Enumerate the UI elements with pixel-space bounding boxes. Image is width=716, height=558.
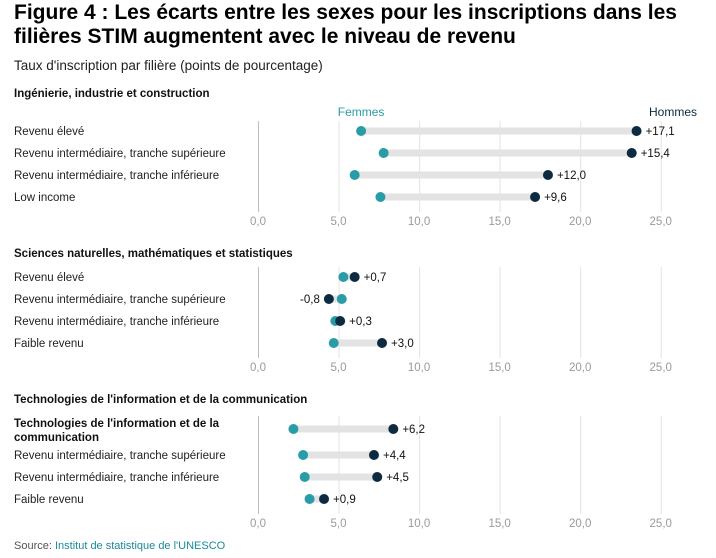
source-label: Source: [14,540,52,552]
panel-title: Technologies de l'information et de la c… [14,394,307,406]
gap-label: +0,9 [333,494,356,506]
men-dot [542,170,553,180]
legend-women-label: Femmes [338,105,385,119]
x-tick-label: 15,0 [488,216,510,228]
women-dot [349,170,360,180]
gap-label: +4,5 [386,472,409,484]
x-tick-label: 15,0 [488,518,510,530]
x-tick-label: 0,0 [250,518,266,530]
men-dot [335,316,346,326]
page-title: Figure 4 : Les écarts entre les sexes po… [14,1,677,48]
men-dot [631,126,642,136]
women-dot [378,148,389,158]
women-dot [338,272,349,282]
row-label: Revenu élevé [14,126,84,138]
row-label: Revenu intermédiaire, tranche inférieure [14,472,219,484]
row-label: Faible revenu [14,494,84,506]
source-link[interactable]: Institut de statistique de l'UNESCO [54,540,226,552]
gap-label: +3,0 [391,338,414,350]
x-tick-label: 25,0 [650,216,672,228]
x-tick-label: 10,0 [408,518,430,530]
row-label: Revenu intermédiaire, tranche inférieure [14,170,219,182]
x-tick-label: 15,0 [488,362,510,374]
x-tick-label: 25,0 [650,362,672,374]
men-dot [368,450,379,460]
row-label: Faible revenu [14,338,84,350]
legend-men-label: Hommes [649,105,697,119]
gap-label: +4,4 [383,450,406,462]
row-label: Revenu élevé [14,272,84,284]
gap-label: +17,1 [646,126,675,138]
panel-title: Ingénierie, industrie et construction [14,88,210,100]
women-dot [336,294,347,304]
women-dot [356,126,367,136]
gap-label: +9,6 [544,192,567,204]
women-dot [375,192,386,202]
men-dot [372,472,383,482]
women-dot [299,472,310,482]
panel-title: Sciences naturelles, mathématiques et st… [14,248,293,260]
x-tick-label: 0,0 [250,216,266,228]
row-label: Technologies de l'information et de la [14,418,220,430]
women-dot [298,450,309,460]
gap-label: +6,2 [402,424,425,436]
gap-label: +15,4 [641,148,671,160]
women-dot [288,424,299,434]
source-note: Source: Institut de statistique de l'UNE… [14,540,225,552]
row-label: communication [14,432,99,444]
x-tick-label: 25,0 [650,518,672,530]
x-tick-label: 20,0 [569,518,591,530]
chart-subtitle: Taux d'inscription par filière (points d… [14,58,323,73]
women-dot [304,494,315,504]
row-label: Revenu intermédiaire, tranche inférieure [14,316,219,328]
gap-label: +0,3 [349,316,372,328]
x-tick-label: 5,0 [331,518,347,530]
x-tick-label: 20,0 [569,216,591,228]
row-label: Revenu intermédiaire, tranche supérieure [14,148,226,160]
x-tick-label: 20,0 [569,362,591,374]
gap-label: +12,0 [557,170,586,182]
men-dot [349,272,360,282]
row-label: Low income [14,192,75,204]
x-tick-label: 5,0 [331,362,347,374]
gap-label: -0,8 [300,294,320,306]
x-tick-label: 5,0 [331,216,347,228]
men-dot [626,148,637,158]
men-dot [323,294,334,304]
women-dot [328,338,339,348]
x-tick-label: 0,0 [250,362,266,374]
row-label: Revenu intermédiaire, tranche supérieure [14,294,226,306]
row-label: Revenu intermédiaire, tranche supérieure [14,450,226,462]
men-dot [388,424,399,434]
men-dot [319,494,330,504]
x-tick-label: 10,0 [408,362,430,374]
x-tick-label: 10,0 [408,216,430,228]
men-dot [530,192,541,202]
men-dot [377,338,388,348]
gap-label: +0,7 [364,272,387,284]
